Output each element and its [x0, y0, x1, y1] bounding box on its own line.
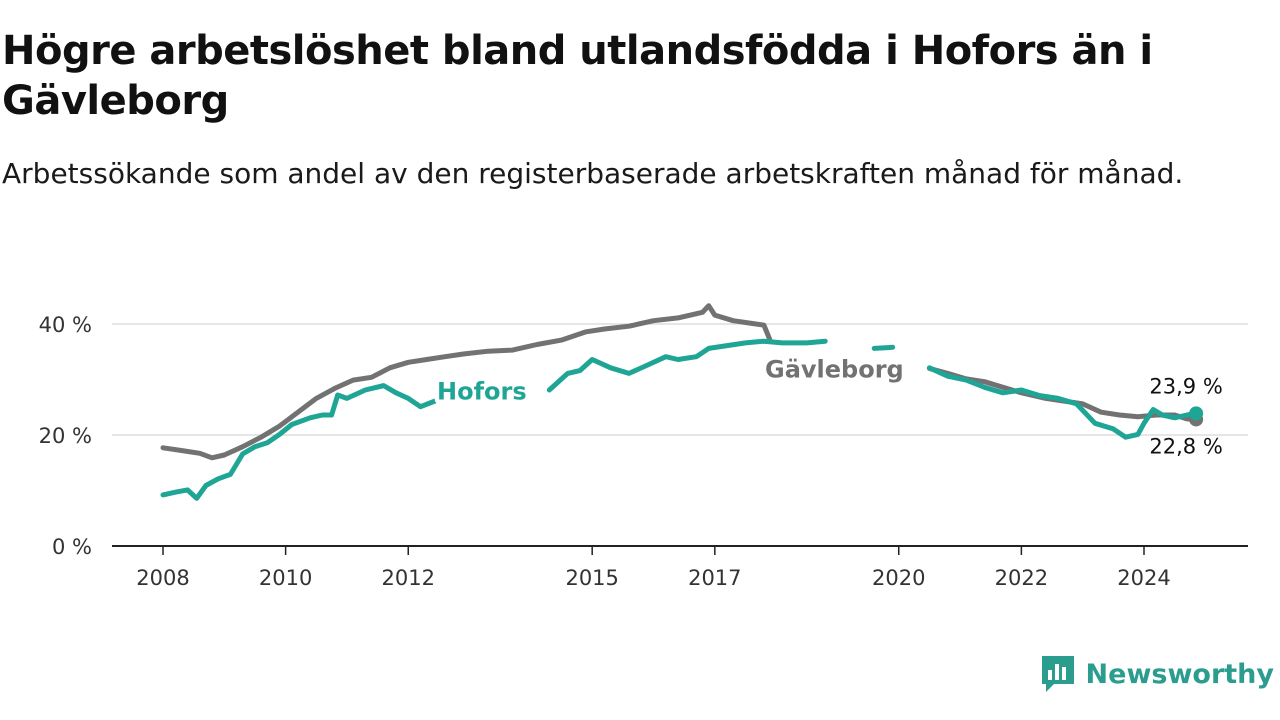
x-tick-label: 2017: [688, 566, 741, 590]
x-tick-label: 2010: [259, 566, 312, 590]
series-label-g-vleborg: Gävleborg: [765, 355, 904, 383]
x-tick-label: 2012: [382, 566, 435, 590]
x-tick-label: 2022: [995, 566, 1048, 590]
y-tick-label: 20 %: [39, 424, 92, 448]
series-label-hofors: Hofors: [437, 378, 527, 406]
bar-chart-speech-bubble-icon: [1041, 656, 1074, 692]
series-line-g-vleborg: [160, 303, 773, 461]
x-tick-label: 2024: [1117, 566, 1170, 590]
y-tick-label: 40 %: [39, 313, 92, 337]
series-line-hofors: [160, 383, 466, 501]
x-tick-label: 2020: [872, 566, 925, 590]
end-value-label-hofors: 23,9 %: [1149, 374, 1222, 398]
end-value-label-g-vleborg: 22,8 %: [1149, 434, 1222, 458]
series-line-hofors: [926, 365, 1199, 440]
brand-name: Newsworthy: [1085, 658, 1274, 690]
x-tick-label: 2015: [565, 566, 618, 590]
line-chart: 0 % 20 % 40 % 2008 2010 2012 2015 2017 2020 2022 2…: [39, 303, 1248, 590]
newsworthy-logo: Newsworthy: [1040, 654, 1274, 694]
chart-subtitle: Arbetssökande som andel av den registerb…: [2, 157, 1184, 190]
series-line-hofors: [871, 344, 896, 351]
x-tick-label: 2008: [136, 566, 189, 590]
chart-title: Högre arbetslöshet bland utlandsfödda i …: [2, 28, 1153, 124]
end-point-hofors: [1189, 406, 1204, 421]
y-tick-label: 0 %: [52, 535, 92, 559]
series-line-hofors: [546, 338, 828, 393]
